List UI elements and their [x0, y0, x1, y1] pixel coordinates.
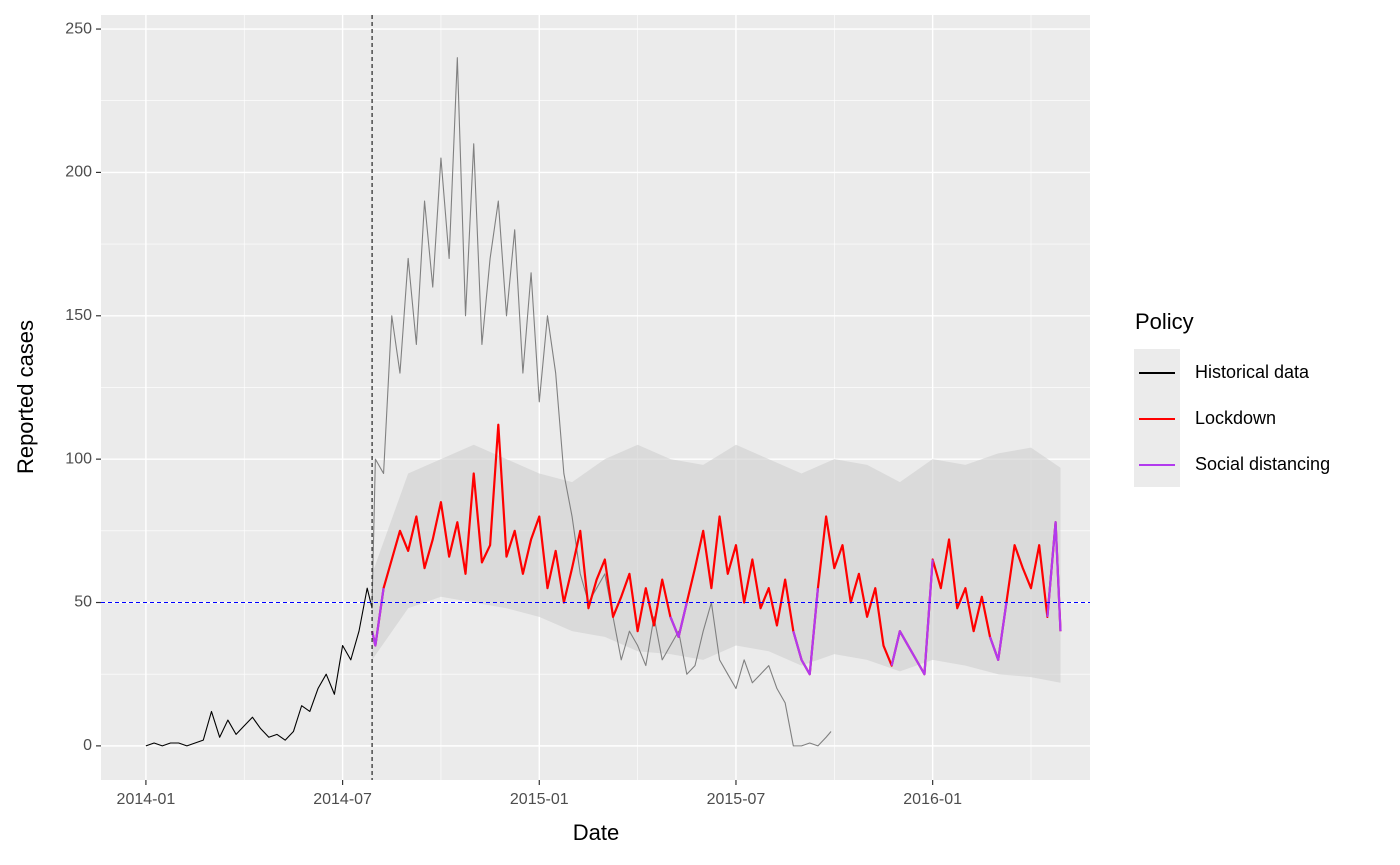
legend-title: Policy	[1135, 309, 1194, 334]
x-tick-label: 2014-01	[117, 791, 176, 808]
y-tick-label: 0	[83, 737, 92, 754]
y-tick-label: 50	[74, 594, 92, 611]
legend-label: Lockdown	[1195, 408, 1276, 428]
y-tick-label: 200	[65, 164, 92, 181]
legend-label: Historical data	[1195, 362, 1310, 382]
x-tick-label: 2015-07	[707, 791, 766, 808]
legend: Policy Historical data Lockdown Social dis…	[1134, 309, 1330, 487]
series-line	[371, 57, 832, 747]
x-axis-title: Date	[573, 820, 619, 845]
marks	[101, 15, 1090, 780]
uncertainty-band	[372, 444, 1061, 683]
panel	[101, 15, 1090, 780]
series-line	[145, 587, 373, 747]
x-tick-label: 2015-01	[510, 791, 569, 808]
y-tick-label: 150	[65, 307, 92, 324]
axes: 0 50 100 150 200 250 2014-01 2014-07 2015-01 2015…	[65, 20, 962, 808]
x-tick-label: 2014-07	[313, 791, 372, 808]
y-tick-label: 250	[65, 20, 92, 37]
series-line	[371, 423, 1062, 676]
y-axis-title: Reported cases	[13, 320, 38, 474]
legend-label: Social distancing	[1195, 454, 1330, 474]
y-tick-label: 100	[65, 450, 92, 467]
series-line	[371, 521, 1062, 676]
x-tick-label: 2016-01	[903, 791, 962, 808]
